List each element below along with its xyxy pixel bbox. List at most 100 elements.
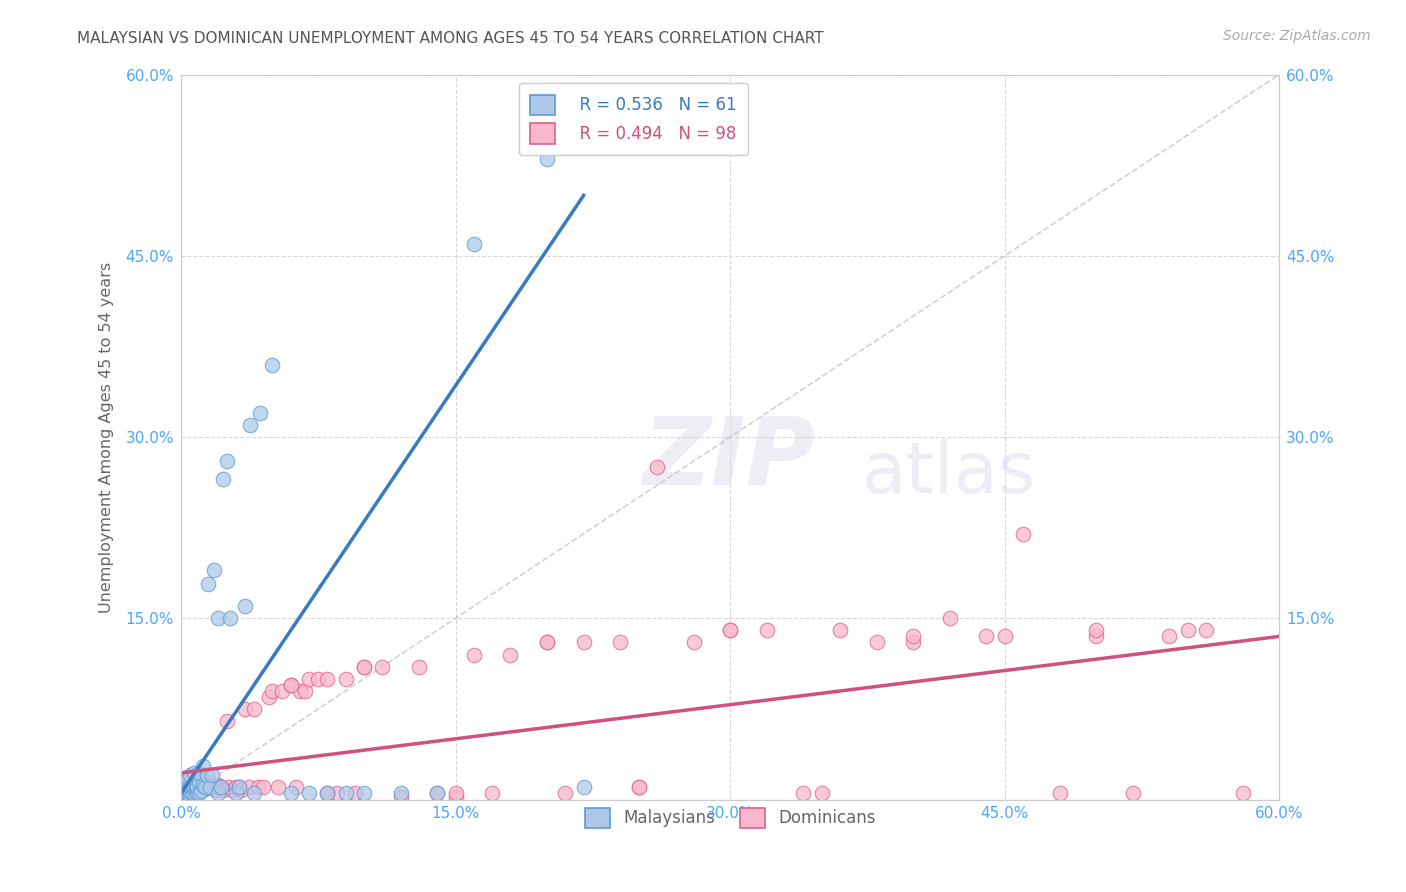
Point: [202, 780, 225, 795]
Text: ZIP: ZIP: [643, 413, 815, 505]
Point: [184, 778, 207, 792]
Y-axis label: Unemployment Among Ages 45 to 54 years: Unemployment Among Ages 45 to 54 years: [100, 261, 114, 613]
Text: MALAYSIAN VS DOMINICAN UNEMPLOYMENT AMONG AGES 45 TO 54 YEARS CORRELATION CHART: MALAYSIAN VS DOMINICAN UNEMPLOYMENT AMON…: [77, 31, 824, 46]
Point: [481, 787, 503, 801]
Point: [179, 780, 201, 795]
Point: [215, 714, 238, 728]
Point: [173, 785, 195, 799]
Point: [200, 780, 222, 795]
Point: [1159, 629, 1181, 643]
Point: [294, 683, 316, 698]
Point: [280, 678, 302, 692]
Point: [335, 787, 357, 801]
Point: [901, 635, 924, 649]
Point: [173, 778, 195, 792]
Point: [285, 780, 308, 795]
Point: [353, 659, 375, 673]
Point: [183, 775, 205, 789]
Point: [218, 780, 240, 795]
Point: [1177, 624, 1199, 638]
Point: [572, 635, 595, 649]
Point: [1195, 624, 1218, 638]
Point: [195, 768, 218, 782]
Point: [180, 782, 202, 797]
Point: [463, 236, 485, 251]
Point: [225, 787, 247, 801]
Point: [184, 785, 207, 799]
Point: [179, 778, 201, 792]
Point: [267, 780, 290, 795]
Point: [280, 678, 302, 692]
Point: [444, 787, 467, 801]
Point: [188, 787, 211, 801]
Point: [188, 774, 211, 789]
Point: [197, 577, 219, 591]
Point: [179, 768, 201, 782]
Point: [228, 780, 250, 795]
Point: [179, 785, 201, 799]
Point: [298, 672, 321, 686]
Point: [186, 787, 208, 801]
Point: [444, 790, 467, 805]
Point: [718, 624, 741, 638]
Point: [177, 784, 200, 798]
Point: [188, 766, 211, 780]
Point: [239, 417, 262, 432]
Point: [170, 787, 193, 801]
Point: [280, 787, 302, 801]
Point: [353, 659, 375, 673]
Point: [389, 787, 412, 801]
Point: [298, 787, 321, 801]
Point: [810, 787, 832, 801]
Legend: Malaysians, Dominicans: Malaysians, Dominicans: [578, 801, 883, 835]
Point: [170, 792, 193, 806]
Point: [170, 780, 193, 795]
Point: [865, 635, 887, 649]
Point: [176, 774, 198, 789]
Point: [1085, 624, 1108, 638]
Point: [307, 672, 329, 686]
Point: [238, 780, 260, 795]
Point: [1012, 526, 1035, 541]
Point: [183, 780, 205, 795]
Point: [215, 454, 238, 468]
Point: [202, 563, 225, 577]
Point: [536, 635, 558, 649]
Point: [173, 789, 195, 803]
Point: [179, 789, 201, 803]
Point: [173, 784, 195, 798]
Point: [204, 782, 226, 797]
Point: [207, 778, 229, 792]
Point: [536, 635, 558, 649]
Point: [209, 780, 232, 795]
Point: [190, 784, 212, 798]
Point: [186, 782, 208, 797]
Point: [190, 775, 212, 789]
Point: [627, 780, 650, 795]
Point: [353, 787, 375, 801]
Point: [172, 782, 194, 797]
Point: [1232, 787, 1254, 801]
Text: Source: ZipAtlas.com: Source: ZipAtlas.com: [1223, 29, 1371, 43]
Point: [270, 683, 292, 698]
Point: [179, 785, 201, 799]
Point: [243, 787, 266, 801]
Point: [184, 778, 207, 792]
Point: [212, 472, 235, 486]
Point: [426, 787, 449, 801]
Point: [197, 778, 219, 792]
Point: [325, 787, 347, 801]
Point: [316, 672, 339, 686]
Point: [249, 406, 271, 420]
Point: [225, 780, 247, 795]
Point: [177, 788, 200, 802]
Point: [1085, 629, 1108, 643]
Point: [426, 787, 449, 801]
Point: [194, 780, 217, 795]
Point: [718, 624, 741, 638]
Point: [177, 782, 200, 797]
Point: [194, 781, 217, 796]
Point: [371, 659, 394, 673]
Point: [499, 648, 522, 662]
Point: [176, 782, 198, 797]
